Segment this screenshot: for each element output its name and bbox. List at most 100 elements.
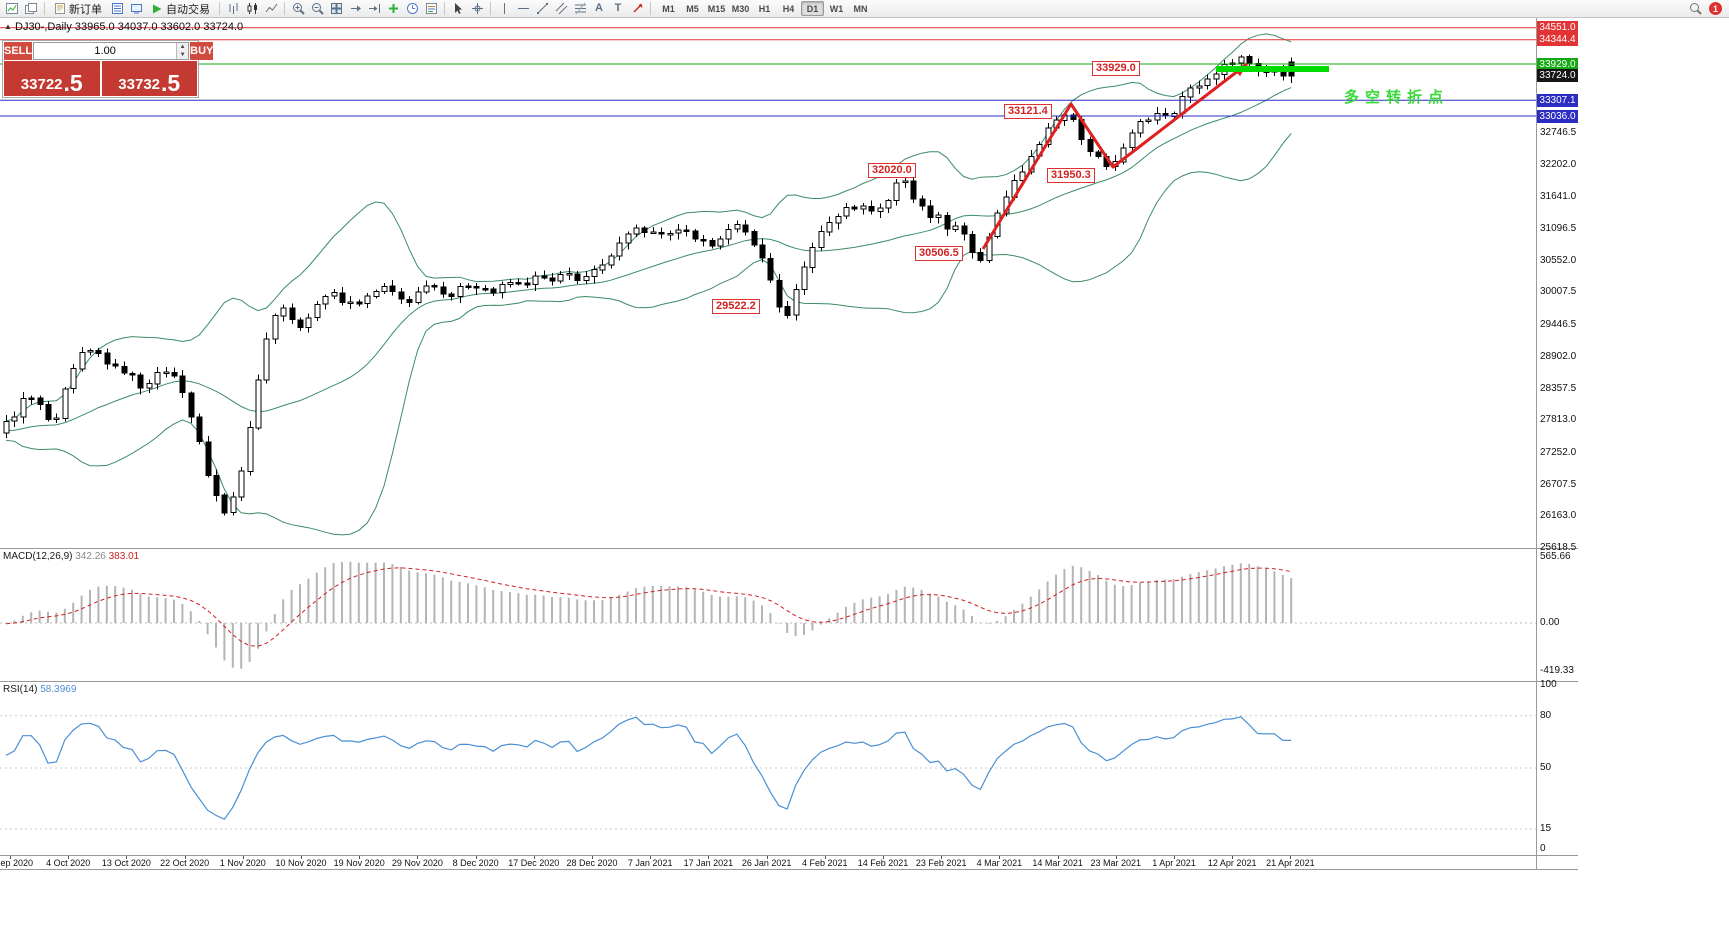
date-axis-label[interactable]: 12 Apr 2021 bbox=[1207, 858, 1257, 868]
macd-name: MACD(12,26,9) bbox=[3, 551, 73, 562]
fibonacci-icon[interactable] bbox=[571, 1, 589, 17]
trendline-icon[interactable] bbox=[533, 1, 551, 17]
chart-title: DJ30-,Daily 33965.0 34037.0 33602.0 3372… bbox=[15, 21, 244, 33]
date-axis-label[interactable]: 14 Feb 2021 bbox=[857, 858, 909, 868]
date-tick bbox=[10, 856, 11, 859]
date-axis-label[interactable]: 21 Apr 2021 bbox=[1266, 858, 1315, 868]
price-axis-label: 27252.0 bbox=[1540, 446, 1577, 458]
terminal-icon[interactable] bbox=[127, 1, 145, 17]
auto-scroll-icon[interactable] bbox=[346, 1, 364, 17]
market-watch-icon[interactable] bbox=[108, 1, 126, 17]
line-chart-icon[interactable] bbox=[262, 1, 280, 17]
timeframe-h1-button[interactable]: H1 bbox=[758, 3, 771, 14]
buy-price-button[interactable]: 33732 .5 bbox=[101, 61, 197, 96]
candlestick-chart-icon[interactable] bbox=[243, 1, 261, 17]
chart-shift-icon[interactable] bbox=[365, 1, 383, 17]
auto-trading-button[interactable]: 自动交易 bbox=[146, 1, 215, 17]
sell-button[interactable]: SELL bbox=[4, 42, 33, 60]
channel-icon[interactable] bbox=[552, 1, 570, 17]
date-tick bbox=[1115, 856, 1117, 859]
date-axis-label[interactable]: 4 Oct 2020 bbox=[46, 858, 91, 868]
price-axis-label: 27813.0 bbox=[1540, 414, 1577, 426]
templates-icon[interactable] bbox=[422, 1, 440, 17]
volume-input[interactable] bbox=[34, 43, 177, 59]
price-chart-pane[interactable] bbox=[0, 18, 1536, 548]
date-axis-label[interactable]: 4 Feb 2021 bbox=[802, 858, 848, 868]
date-tick bbox=[708, 856, 710, 859]
date-tick bbox=[883, 856, 884, 859]
date-axis-label[interactable]: 26 Jan 2021 bbox=[741, 858, 792, 868]
macd-axis-label: 0.00 bbox=[1540, 617, 1560, 628]
timeframe-m5-button[interactable]: M5 bbox=[686, 3, 699, 14]
price-annotation[interactable]: 30506.5 bbox=[915, 246, 963, 261]
timeframe-mn-button[interactable]: MN bbox=[853, 3, 868, 14]
period-icon[interactable] bbox=[403, 1, 421, 17]
sell-price-button[interactable]: 33722 .5 bbox=[4, 61, 100, 96]
date-tick bbox=[1232, 856, 1234, 859]
date-axis-label[interactable]: 7 Jan 2021 bbox=[627, 858, 673, 868]
pane-separator[interactable] bbox=[0, 681, 1578, 682]
date-axis-label[interactable]: 17 Jan 2021 bbox=[683, 858, 734, 868]
buy-button[interactable]: BUY bbox=[190, 42, 214, 60]
auto-trading-label: 自动交易 bbox=[166, 3, 210, 16]
bar-chart-icon[interactable] bbox=[224, 1, 242, 17]
date-axis-label[interactable]: 13 Oct 2020 bbox=[101, 858, 151, 868]
new-order-button[interactable]: 新订单 bbox=[49, 1, 107, 17]
date-axis-label[interactable]: 22 Oct 2020 bbox=[160, 858, 210, 868]
chart-profiles-icon[interactable] bbox=[22, 1, 40, 17]
price-annotation[interactable]: 31950.3 bbox=[1047, 168, 1095, 183]
price-axis-separator[interactable] bbox=[1536, 18, 1537, 869]
cursor-icon[interactable] bbox=[449, 1, 467, 17]
timeframe-m15-button[interactable]: M15 bbox=[707, 3, 726, 14]
macd-axis-label: -419.33 bbox=[1540, 665, 1574, 676]
date-axis-label[interactable]: 4 Sep 2020 bbox=[0, 858, 34, 868]
date-axis-label[interactable]: 23 Feb 2021 bbox=[915, 858, 967, 868]
volume-up-icon[interactable]: ▲ bbox=[177, 43, 189, 51]
search-icon[interactable] bbox=[1686, 1, 1704, 17]
date-axis-label[interactable]: 1 Apr 2021 bbox=[1152, 858, 1196, 868]
horizontal-line-icon[interactable] bbox=[514, 1, 532, 17]
volume-down-icon[interactable]: ▼ bbox=[177, 51, 189, 59]
price-annotation[interactable]: 33121.4 bbox=[1004, 104, 1052, 119]
date-axis-label[interactable]: 14 Mar 2021 bbox=[1032, 858, 1083, 868]
zoom-out-icon[interactable] bbox=[308, 1, 326, 17]
rsi-axis-label: 0 bbox=[1540, 843, 1546, 854]
date-axis-label[interactable]: 23 Mar 2021 bbox=[1090, 858, 1142, 868]
timeframe-m1-button[interactable]: M1 bbox=[662, 3, 675, 14]
date-axis-label[interactable]: 28 Dec 2020 bbox=[566, 858, 618, 868]
new-chart-icon[interactable] bbox=[3, 1, 21, 17]
macd-pane[interactable] bbox=[0, 549, 1536, 681]
one-click-collapse-icon[interactable]: ▲ bbox=[4, 22, 12, 31]
date-axis-label[interactable]: 8 Dec 2020 bbox=[452, 858, 499, 868]
notification-badge[interactable]: 1 bbox=[1709, 2, 1722, 15]
date-axis-label[interactable]: 19 Nov 2020 bbox=[333, 858, 385, 868]
date-axis-label[interactable]: 10 Nov 2020 bbox=[275, 858, 327, 868]
date-axis-label[interactable]: 29 Nov 2020 bbox=[391, 858, 443, 868]
main-toolbar: 新订单 自动交易 A T M1 M5 M15 M30 H1 H4 D1 W1 MN 1 bbox=[0, 0, 1729, 18]
timeframe-w1-button[interactable]: W1 bbox=[829, 3, 844, 14]
price-annotation[interactable]: 33929.0 bbox=[1092, 61, 1140, 76]
vertical-line-icon[interactable] bbox=[495, 1, 513, 17]
timeframe-d1-button[interactable]: D1 bbox=[801, 1, 824, 16]
price-axis-label: 32746.5 bbox=[1540, 126, 1577, 138]
rsi-pane[interactable] bbox=[0, 682, 1536, 855]
price-axis-label: 25618.5 bbox=[1540, 542, 1577, 553]
timeframe-m30-button[interactable]: M30 bbox=[731, 3, 750, 14]
turning-point-note[interactable]: 多空转折点 bbox=[1344, 89, 1450, 106]
toolbar-separator bbox=[490, 2, 491, 15]
tile-windows-icon[interactable] bbox=[327, 1, 345, 17]
date-axis-label[interactable]: 1 Nov 2020 bbox=[219, 858, 266, 868]
arrows-tool-icon[interactable] bbox=[628, 1, 646, 17]
date-axis-label[interactable]: 4 Mar 2021 bbox=[976, 858, 1023, 868]
price-annotation[interactable]: 32020.0 bbox=[868, 163, 916, 178]
indicators-icon[interactable] bbox=[384, 1, 402, 17]
label-tool-icon[interactable]: T bbox=[614, 2, 622, 14]
timeframe-h4-button[interactable]: H4 bbox=[782, 3, 795, 14]
pane-separator[interactable] bbox=[0, 548, 1578, 549]
price-annotation[interactable]: 29522.2 bbox=[712, 299, 760, 314]
text-tool-icon[interactable]: A bbox=[595, 2, 603, 14]
date-axis-label[interactable]: 17 Dec 2020 bbox=[508, 858, 560, 868]
crosshair-icon[interactable] bbox=[468, 1, 486, 17]
price-axis-label: 31641.0 bbox=[1540, 191, 1577, 203]
zoom-in-icon[interactable] bbox=[289, 1, 307, 17]
